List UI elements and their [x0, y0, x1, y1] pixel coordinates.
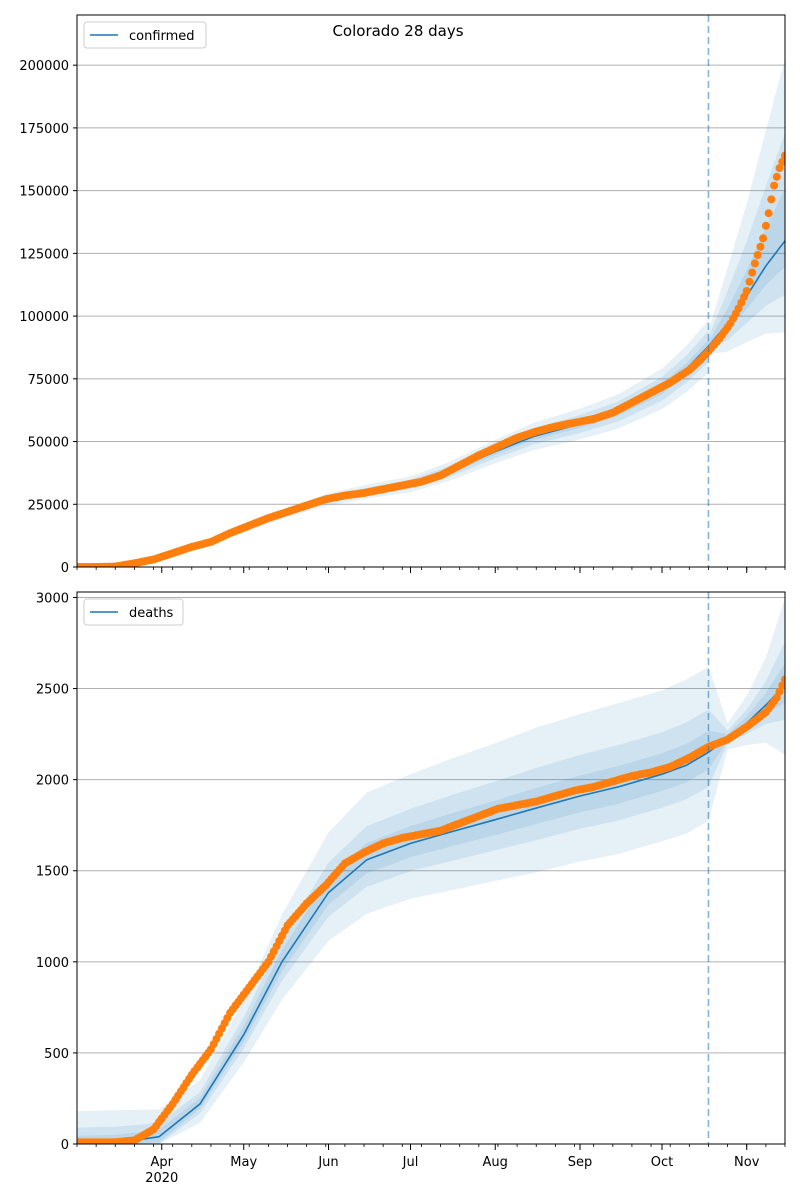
observed-point — [761, 221, 770, 230]
y-tick-label: 100000 — [19, 310, 69, 325]
plot-area — [77, 597, 785, 1144]
y-tick-label: 0 — [61, 561, 69, 576]
x-tick-label: Jun — [317, 1155, 338, 1170]
plot-area — [77, 58, 785, 567]
observed-point — [781, 151, 785, 160]
axes-frame — [76, 14, 786, 568]
x-year-label: 2020 — [145, 1171, 178, 1186]
legend-label: confirmed — [129, 29, 195, 44]
x-tick-label: Sep — [568, 1155, 593, 1170]
x-tick-label: Apr — [150, 1155, 173, 1170]
deaths-panel: 0 500 1000 1500 2000 2500 3000 deaths Apr May Jun J… — [36, 591, 786, 1186]
legend: deaths — [83, 598, 184, 626]
chart-suptitle: Colorado 28 days — [332, 22, 463, 40]
uncertainty-band — [77, 730, 709, 1144]
y-tick-label: 200000 — [19, 59, 69, 74]
x-tick-label: Jul — [402, 1155, 419, 1170]
observed-point — [745, 277, 754, 286]
y-tick-label: 175000 — [19, 122, 69, 137]
observed-point — [772, 172, 781, 181]
observed-point — [759, 234, 768, 243]
observed-point — [775, 687, 784, 696]
observed-point — [770, 181, 779, 190]
y-tick-label: 1500 — [36, 865, 69, 880]
axes-frame — [76, 591, 786, 1145]
observed-point — [778, 157, 785, 166]
y-tick-label: 2000 — [36, 774, 69, 789]
uncertainty-band — [708, 641, 785, 787]
legend-label: deaths — [129, 606, 174, 621]
y-tick-label: 50000 — [28, 436, 69, 451]
legend-box — [83, 598, 184, 626]
observed-point — [748, 268, 757, 277]
observed-point — [781, 675, 785, 684]
observed-point — [764, 209, 773, 218]
legend: confirmed — [83, 21, 207, 49]
y-tick-label: 25000 — [28, 498, 69, 513]
model-line — [77, 751, 709, 1144]
uncertainty-band — [708, 597, 785, 821]
confirmed-panel: 0 25000 50000 75000 100000 125000 150000 175000… — [19, 14, 786, 576]
y-tick-label: 500 — [44, 1047, 69, 1062]
x-tick-label: Oct — [651, 1155, 673, 1170]
observed-point — [767, 195, 776, 204]
uncertainty-band — [708, 133, 785, 351]
y-tick-label: 1000 — [36, 956, 69, 971]
x-tick-label: Nov — [734, 1155, 760, 1170]
observed-point — [750, 259, 759, 268]
observed-point — [772, 693, 781, 702]
y-tick-label: 2500 — [36, 683, 69, 698]
y-tick-label: 75000 — [28, 373, 69, 388]
observed-point — [775, 164, 784, 173]
y-tick-label: 125000 — [19, 247, 69, 262]
legend-box — [83, 21, 207, 49]
observed-point — [753, 251, 762, 259]
y-tick-label: 3000 — [36, 591, 69, 606]
x-tick-label: Aug — [483, 1155, 508, 1170]
x-tick-label: May — [230, 1155, 257, 1170]
uncertainty-band — [77, 666, 709, 1144]
uncertainty-band — [77, 709, 709, 1144]
uncertainty-band — [708, 58, 785, 354]
observed-point — [742, 287, 751, 295]
observed-point — [778, 681, 785, 690]
y-tick-label: 0 — [61, 1138, 69, 1153]
y-tick-label: 150000 — [19, 185, 69, 200]
observed-point — [756, 242, 765, 251]
